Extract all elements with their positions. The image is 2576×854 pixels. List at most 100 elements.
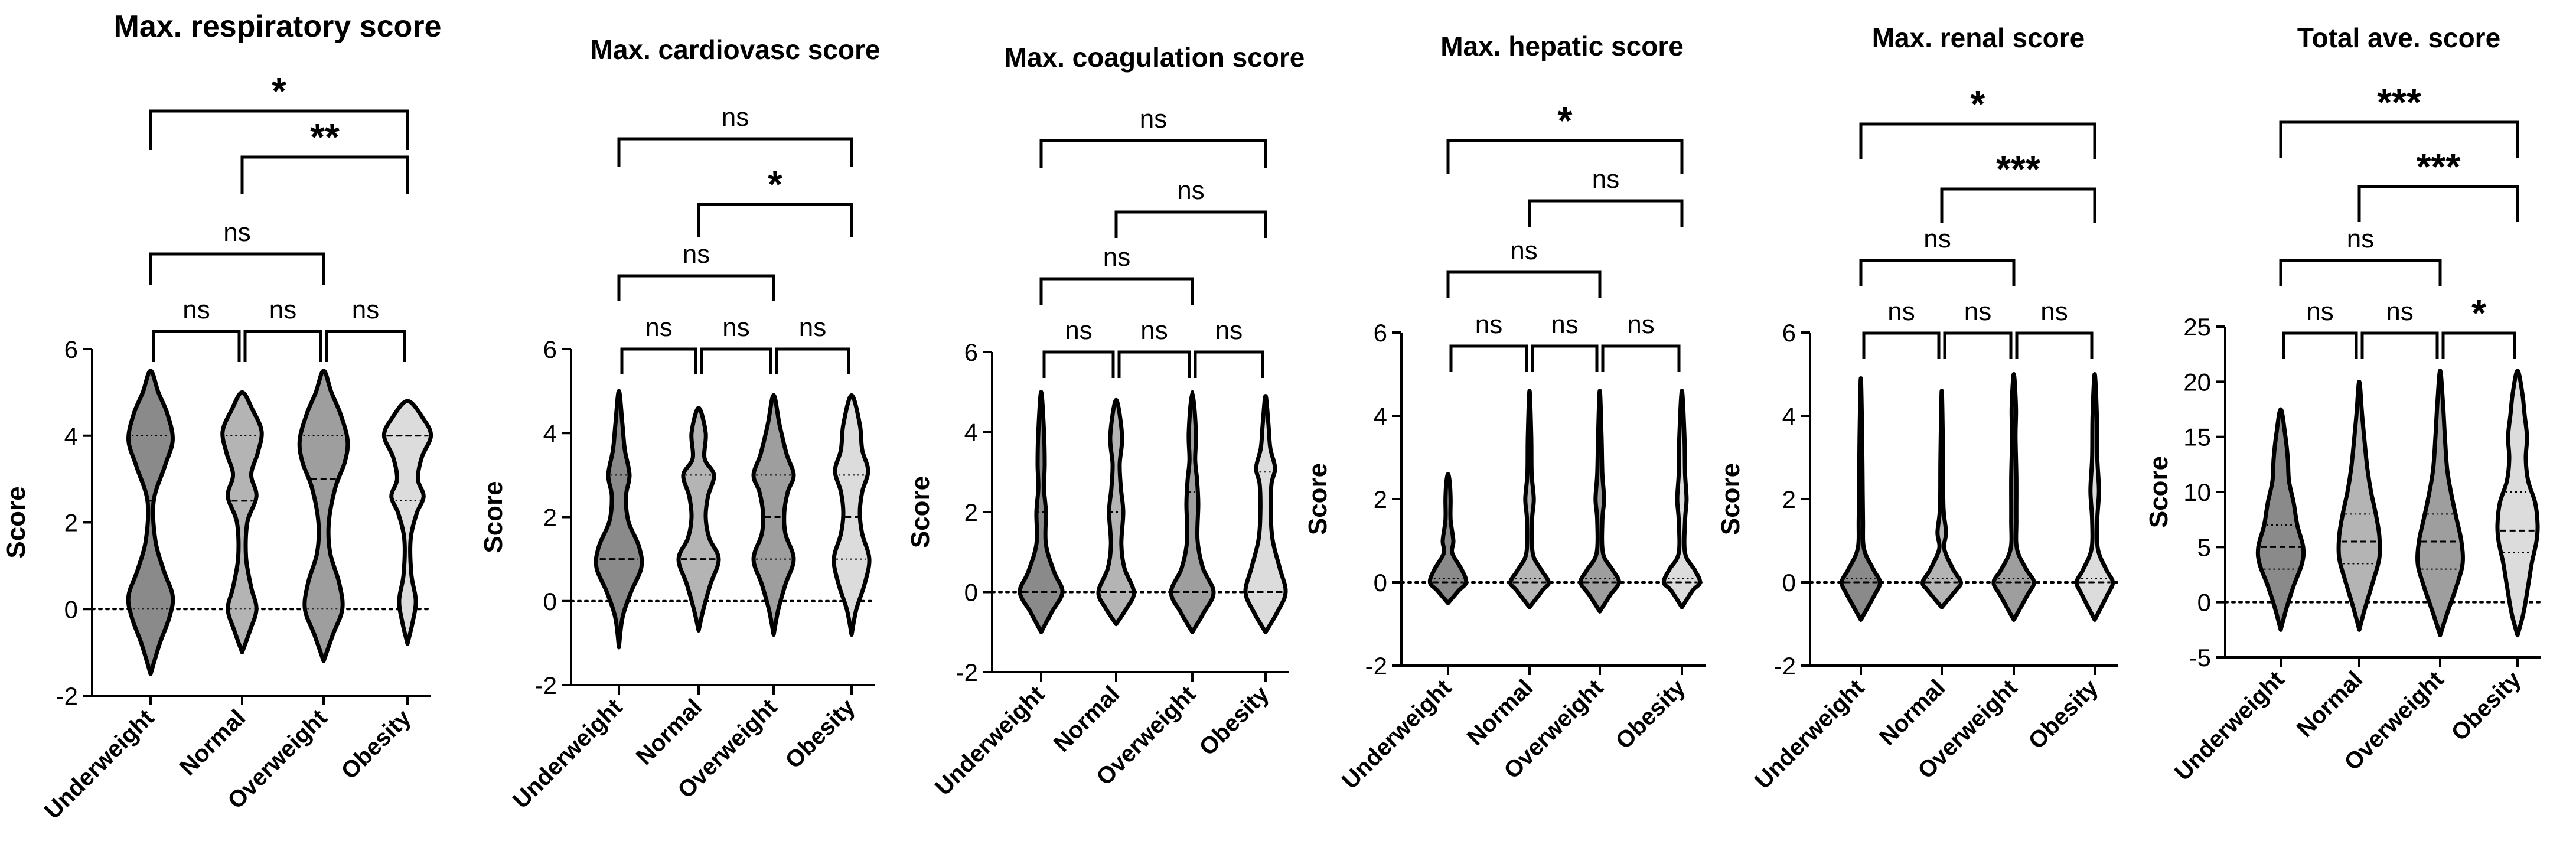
- y-tick-label: 4: [543, 419, 557, 447]
- y-tick-label: 10: [2183, 478, 2211, 506]
- y-tick-label: 0: [2197, 589, 2211, 617]
- y-tick-label: -2: [1365, 652, 1387, 680]
- significance-bracket: [1194, 350, 1264, 378]
- significance-label: ns: [269, 295, 296, 324]
- y-tick-label: 0: [1782, 569, 1796, 597]
- significance-label: ns: [1475, 310, 1502, 339]
- significance-label: ns: [1140, 316, 1168, 345]
- significance-label: ns: [1140, 105, 1167, 133]
- category-label: Underweight: [1750, 674, 1869, 794]
- category-label: Underweight: [508, 694, 627, 813]
- significance-label: *: [2471, 292, 2486, 334]
- significance-label: ns: [1215, 316, 1243, 345]
- y-tick-label: 4: [1374, 402, 1387, 430]
- significance-label: ns: [1627, 310, 1654, 339]
- category-label: Obesity: [2447, 666, 2526, 746]
- violin-normal: [220, 390, 264, 655]
- significance-bracket: [1528, 199, 1684, 227]
- significance-bracket: [1531, 344, 1599, 372]
- significance-label: **: [310, 116, 340, 158]
- y-tick-label: 0: [964, 579, 978, 607]
- significance-label: ns: [2306, 297, 2333, 326]
- violin-overweight: [2415, 369, 2465, 638]
- significance-bracket: [2357, 185, 2519, 222]
- significance-label: ns: [352, 295, 379, 324]
- significance-label: ns: [722, 313, 749, 342]
- violin-obesity: [2495, 369, 2540, 638]
- y-tick-label: 0: [64, 595, 78, 623]
- significance-label: ns: [1887, 297, 1915, 326]
- chart-title: Total ave. score: [2297, 22, 2500, 53]
- significance-label: ns: [1510, 236, 1537, 265]
- significance-bracket: [1859, 122, 2096, 159]
- category-label: Normal: [175, 705, 251, 781]
- significance-label: ns: [1592, 165, 1619, 194]
- significance-label: *: [1558, 99, 1573, 142]
- y-tick-label: 6: [964, 338, 978, 366]
- y-tick-label: 6: [1374, 319, 1387, 347]
- significance-bracket: [775, 347, 850, 374]
- y-tick-label: 6: [543, 335, 557, 363]
- category-label: Obesity: [337, 705, 416, 784]
- violin-obesity: [2074, 372, 2115, 622]
- category-label: Normal: [631, 694, 707, 770]
- category-label: Normal: [1049, 681, 1125, 757]
- violin-overweight: [297, 369, 350, 663]
- y-tick-label: -2: [956, 659, 978, 686]
- violin-underweight: [594, 389, 644, 650]
- violin-overweight: [751, 393, 796, 637]
- significance-label: ns: [223, 218, 250, 247]
- violin-normal: [676, 406, 721, 633]
- significance-bracket: [2279, 259, 2442, 286]
- significance-bracket: [149, 109, 409, 150]
- y-tick-label: 20: [2183, 368, 2211, 396]
- y-tick-label: 6: [1782, 319, 1796, 347]
- significance-label: *: [1971, 83, 1985, 125]
- significance-bracket: [152, 330, 241, 362]
- significance-bracket: [1943, 331, 2013, 359]
- category-label: Underweight: [40, 705, 159, 824]
- y-tick-label: 2: [64, 509, 78, 537]
- significance-label: ns: [1964, 297, 1991, 326]
- violin-obesity: [832, 393, 872, 637]
- significance-bracket: [1039, 277, 1194, 305]
- significance-bracket: [697, 203, 853, 237]
- y-tick-label: 4: [1782, 402, 1796, 430]
- significance-bracket: [1859, 259, 2016, 286]
- category-label: Obesity: [781, 694, 860, 774]
- significance-bracket: [149, 252, 325, 285]
- violin-obesity: [1243, 394, 1288, 634]
- y-tick-label: 2: [543, 504, 557, 532]
- significance-bracket: [700, 347, 772, 374]
- significance-label: ***: [2377, 81, 2421, 123]
- significance-bracket: [243, 330, 322, 362]
- significance-bracket: [1042, 350, 1115, 378]
- significance-bracket: [1862, 331, 1941, 359]
- category-label: Underweight: [2170, 666, 2289, 785]
- significance-bracket: [2282, 331, 2358, 359]
- chart-title: Max. hepatic score: [1440, 31, 1684, 61]
- violin-normal: [2336, 379, 2382, 632]
- y-tick-label: 2: [1374, 485, 1387, 513]
- significance-label: ns: [2040, 297, 2068, 326]
- violin-underweight: [2255, 407, 2306, 632]
- y-tick-label: -2: [56, 682, 78, 710]
- chart-title: Max. renal score: [1872, 22, 2085, 53]
- y-tick-label: 4: [964, 419, 978, 446]
- y-axis-label: Score: [1303, 463, 1332, 535]
- y-tick-label: 25: [2183, 313, 2211, 341]
- y-tick-label: 5: [2197, 533, 2211, 561]
- violin-overweight: [1991, 372, 2036, 622]
- significance-label: ns: [1551, 310, 1578, 339]
- chart-title: Max. respiratory score: [114, 9, 442, 44]
- significance-label: ***: [2417, 145, 2461, 188]
- y-tick-label: 2: [964, 498, 978, 526]
- significance-label: ns: [645, 313, 672, 342]
- y-tick-label: 0: [543, 588, 557, 615]
- category-label: Obesity: [2024, 674, 2104, 754]
- chart-panel-6: Total ave. score Score -5 0 5 10 15 20 25 Underwe…: [2144, 22, 2542, 786]
- violin-underweight: [126, 369, 175, 676]
- chart-panel-4: Max. hepatic score Score -2 0 2 4 6 Underweight…: [1303, 31, 1707, 794]
- y-tick-label: -5: [2189, 644, 2211, 672]
- significance-bracket: [1446, 270, 1602, 298]
